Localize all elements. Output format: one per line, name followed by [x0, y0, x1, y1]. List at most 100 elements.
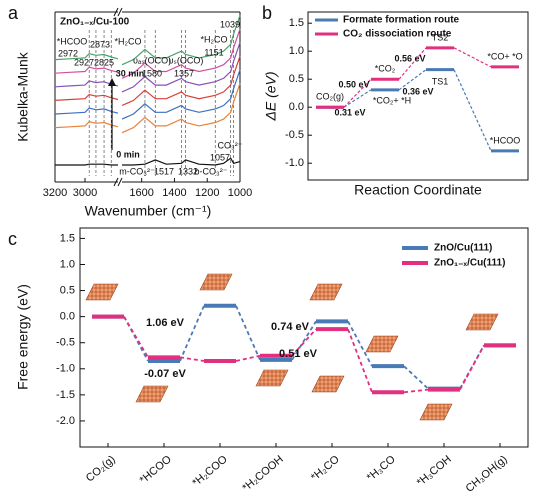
connector [453, 69, 492, 152]
legend-label: ZnO₁₋ₓ/Cu(111) [434, 258, 505, 269]
y-tick-label: 1.5 [289, 17, 304, 29]
y-axis-label: ΔE (eV) [263, 71, 279, 121]
annotation: 0.56 eV [394, 53, 425, 63]
slab [135, 385, 169, 403]
y-tick-label: 1.0 [289, 45, 304, 57]
annotation: *H₂CO [201, 34, 228, 44]
spectrum [54, 121, 119, 129]
spectrum [54, 93, 119, 101]
slab [309, 283, 343, 301]
y-tick-label: 1.5 [60, 232, 75, 244]
annotation: TS1 [432, 76, 449, 86]
annotation: 2825 [94, 57, 114, 67]
plot-frame [307, 11, 529, 181]
legend-label: CO₂ dissociation route [343, 29, 452, 40]
annotation: 1517 [154, 166, 174, 176]
slab [465, 313, 499, 331]
spectrum [121, 56, 241, 107]
annotation: 1.06 eV [146, 317, 185, 329]
annotation: 1057 [210, 152, 230, 162]
spectrum [121, 15, 241, 66]
slab [85, 283, 119, 301]
annotation: υₐₛ(OCO) [133, 55, 171, 65]
connector [179, 305, 205, 362]
connector [347, 320, 373, 367]
y-tick-label: -0.5 [56, 337, 75, 349]
annotation: *HCOO [490, 135, 521, 145]
x-tick-label: 1000 [228, 187, 252, 199]
x-axis-label: Reaction Coordinate [354, 182, 482, 198]
annotation: b-CO₃²⁻ [195, 166, 228, 176]
slab [199, 273, 233, 291]
slab [311, 375, 345, 393]
connector [291, 328, 317, 357]
annotation: CO₃²⁻ [218, 140, 243, 150]
y-tick-label: 1.0 [60, 258, 75, 270]
annotation: *H₂CO [115, 36, 142, 46]
slabs [85, 273, 499, 421]
annotation: 1151 [204, 47, 223, 57]
plot-frame [79, 227, 529, 448]
connector [123, 316, 149, 358]
y-tick-label: 0.0 [60, 311, 75, 323]
spectrum [121, 28, 241, 79]
y-axis-label: Kubelka-Munk [15, 51, 31, 141]
connector [291, 320, 317, 361]
x-tick-label: *H₃COH [415, 453, 454, 489]
annotation: 0.51 eV [279, 348, 318, 360]
axis-break [113, 177, 119, 187]
axis-break [117, 7, 123, 17]
annotation: *CO+ *O [487, 51, 522, 61]
spectrum [121, 69, 241, 120]
annotation: 1332 [178, 166, 198, 176]
connector [398, 47, 427, 80]
spectrum [121, 83, 241, 134]
annotation: m-CO₃²⁻ [119, 166, 155, 176]
annotation: 1357 [174, 68, 194, 78]
y-tick-label: 0.0 [289, 101, 304, 113]
annotation: *CO₂+ *H [373, 95, 411, 105]
annotation: 0 min [116, 149, 140, 159]
annotation: υₛ(OCO) [169, 55, 204, 65]
x-tick-label: *H₂CO [309, 453, 342, 484]
connector [235, 305, 261, 361]
y-tick-label: -1.0 [285, 157, 304, 169]
x-tick-label: *H₃CO [365, 453, 398, 484]
spectrum [54, 53, 119, 61]
legend-label: ZnO/Cu(111) [434, 243, 492, 254]
annotation: *HCOO [57, 36, 88, 46]
connector [403, 388, 429, 394]
annotation: -0.07 eV [144, 368, 186, 380]
panel-label: c [8, 229, 17, 249]
annotation: 2873 [90, 39, 110, 49]
x-tick-label: CH₃OH(g) [464, 453, 510, 495]
y-tick-label: -2.0 [56, 415, 75, 427]
x-tick-label: *H₂COO [190, 453, 230, 489]
annotation: CO₂(g) [316, 91, 344, 101]
x-tick-label: CO₂(g) [84, 453, 118, 484]
annotation: 2927 [74, 57, 94, 67]
x-tick-label: 1200 [195, 187, 219, 199]
spectrum [121, 42, 241, 93]
y-tick-label: 0.5 [60, 284, 75, 296]
annotation: TS2 [432, 32, 449, 42]
spectrum [55, 163, 118, 166]
y-tick-label: -1.0 [56, 363, 75, 375]
connector [398, 69, 427, 91]
y-tick-label: -0.5 [285, 129, 304, 141]
panel-label: b [262, 3, 272, 23]
y-axis-label: Free energy (eV) [15, 284, 31, 390]
x-axis-label: Wavenumber (cm⁻¹) [85, 203, 212, 219]
connector [343, 89, 372, 108]
annotation: 30 min [116, 68, 145, 78]
slab [255, 369, 289, 387]
connector [453, 47, 492, 68]
x-tick-label: *HCOO [138, 453, 175, 486]
x-tick-label: 3000 [73, 187, 97, 199]
connector [343, 78, 372, 108]
annotation: 2972 [58, 48, 78, 58]
annotation: 1580 [142, 68, 162, 78]
x-tick-label: *H₂COOH [240, 453, 286, 494]
connector [235, 354, 261, 362]
